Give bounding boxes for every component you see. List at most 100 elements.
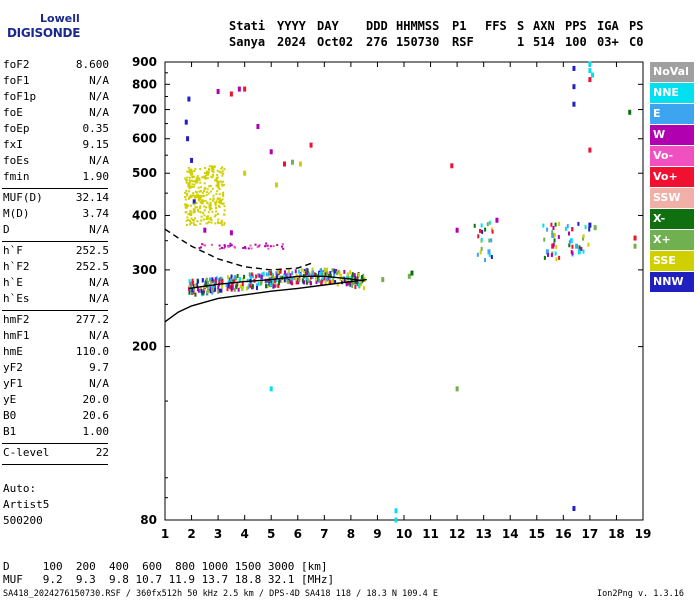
parameter-value: 252.5 (75, 260, 109, 273)
trace-point (306, 277, 309, 282)
parameter-value: N/A (89, 377, 109, 390)
data-point (192, 208, 196, 214)
sse-cluster-point (210, 207, 213, 210)
trace-point (309, 275, 312, 280)
oblique-point (553, 233, 556, 238)
sse-cluster-point (190, 204, 193, 207)
trace-point (255, 286, 258, 291)
oblique-point (587, 242, 590, 247)
trace-point (233, 287, 236, 292)
legend-item: E (650, 104, 694, 124)
parameter-value: 22 (95, 446, 109, 459)
trace-point (239, 284, 242, 289)
sse-cluster-point (215, 201, 218, 204)
sse-cluster-point (193, 175, 196, 178)
sse-cluster-point (217, 180, 220, 183)
x-tick-label: 10 (396, 527, 413, 541)
oblique-point (224, 245, 227, 248)
trace-point (227, 280, 230, 285)
code-label: 500200 (3, 514, 43, 527)
header-value: Sanya (229, 35, 266, 49)
data-point (200, 199, 204, 205)
oblique-point (571, 227, 574, 232)
auto-label: Auto: (3, 482, 37, 495)
parameter-row: C-level 22 (3, 446, 109, 462)
parameter-value: N/A (89, 106, 109, 119)
sse-cluster-point (210, 167, 213, 170)
data-point (192, 199, 196, 205)
data-point (195, 178, 199, 184)
oblique-point (223, 247, 226, 250)
sse-cluster-point (212, 194, 215, 197)
trace-point (227, 275, 230, 280)
sse-cluster-point (185, 194, 188, 197)
oblique-point (223, 244, 226, 247)
sse-cluster-point (218, 199, 221, 202)
sse-cluster-point (221, 198, 224, 201)
parameter-name: foF2 (3, 58, 30, 71)
parameter-value: 252.5 (75, 244, 109, 257)
data-point (591, 72, 595, 78)
parameter-row: B1 1.00 (3, 425, 109, 441)
trace-point (229, 284, 232, 289)
x-tick-label: 5 (267, 527, 275, 541)
trace-point (328, 276, 331, 281)
sse-cluster-point (223, 205, 226, 208)
trace-point (235, 284, 238, 289)
oblique-point (551, 230, 554, 235)
sse-cluster-point (217, 186, 220, 189)
legend-item: NNW (650, 272, 694, 292)
data-point (588, 68, 592, 74)
parameter-name: hmE (3, 345, 23, 358)
trace-point (225, 283, 228, 288)
trace-point (309, 281, 312, 286)
header-label: HHMMSS (396, 19, 440, 33)
oblique-point (543, 255, 546, 260)
sse-cluster-point (190, 212, 193, 215)
oblique-point (269, 245, 272, 248)
oblique-point (256, 245, 259, 248)
sse-cluster-point (203, 188, 206, 191)
trace-point (324, 268, 327, 273)
y-tick-label: 900 (132, 55, 157, 69)
sse-cluster-point (185, 179, 188, 182)
oblique-point (542, 223, 545, 228)
parameter-value: 9.7 (89, 361, 109, 374)
trace-point (301, 278, 304, 283)
sse-cluster-point (219, 222, 222, 225)
sse-cluster-point (205, 194, 208, 197)
trace-point (294, 269, 297, 274)
parameter-name: foF1p (3, 90, 37, 103)
trace-point (236, 273, 239, 278)
trace-point (273, 278, 276, 283)
sse-cluster-point (223, 209, 226, 212)
oblique-point (484, 258, 487, 263)
trace-point (256, 283, 259, 288)
parameter-separator (2, 310, 108, 311)
trace-point (351, 273, 354, 278)
oblique-point (480, 246, 483, 251)
trace-point (196, 282, 199, 287)
parameter-name: h`F2 (3, 260, 30, 273)
sse-cluster-point (221, 174, 224, 177)
trace-point (345, 282, 348, 287)
parameter-separator (2, 464, 108, 465)
data-point (184, 203, 188, 209)
oblique-point (249, 244, 252, 247)
oblique-point (242, 247, 245, 250)
trace-point (209, 289, 212, 294)
oblique-point (244, 247, 247, 250)
sse-cluster-point (203, 176, 206, 179)
sse-cluster-point (214, 204, 217, 207)
data-point (551, 243, 555, 249)
parameter-value: N/A (89, 329, 109, 342)
sse-cluster-point (207, 211, 210, 214)
oblique-point (480, 237, 483, 242)
oblique-point (210, 243, 213, 246)
oblique-point (564, 226, 567, 231)
oblique-point (234, 246, 237, 249)
oblique-point (198, 246, 201, 249)
x-tick-label: 8 (347, 527, 355, 541)
data-point (187, 96, 191, 102)
trace-point (221, 279, 224, 284)
